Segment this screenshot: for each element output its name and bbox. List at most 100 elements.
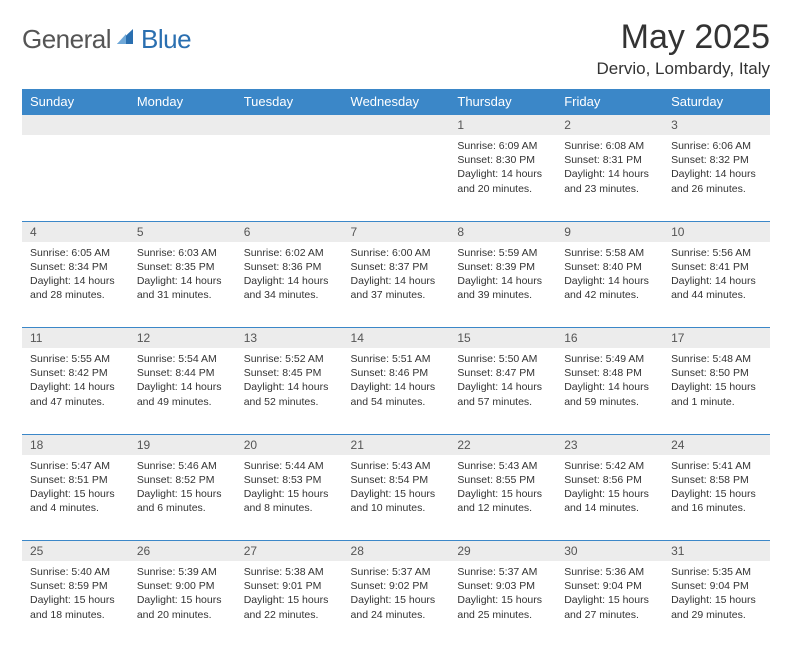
sunset-text: Sunset: 8:51 PM <box>30 473 121 487</box>
daylight-text-1: Daylight: 14 hours <box>457 167 548 181</box>
sunset-text: Sunset: 9:00 PM <box>137 579 228 593</box>
brand-logo: General Blue <box>22 18 191 55</box>
daylight-text-2: and 28 minutes. <box>30 288 121 302</box>
daylight-text-1: Daylight: 14 hours <box>30 274 121 288</box>
day-cell: Sunrise: 5:47 AMSunset: 8:51 PMDaylight:… <box>22 455 129 541</box>
sunset-text: Sunset: 9:04 PM <box>564 579 655 593</box>
day-details: Sunrise: 6:08 AMSunset: 8:31 PMDaylight:… <box>556 135 663 202</box>
sunrise-text: Sunrise: 5:44 AM <box>244 459 335 473</box>
daylight-text-2: and 8 minutes. <box>244 501 335 515</box>
sunrise-text: Sunrise: 6:08 AM <box>564 139 655 153</box>
daylight-text-2: and 54 minutes. <box>351 395 442 409</box>
sunset-text: Sunset: 8:36 PM <box>244 260 335 274</box>
day-number-cell: 7 <box>343 221 450 242</box>
day-details: Sunrise: 6:03 AMSunset: 8:35 PMDaylight:… <box>129 242 236 309</box>
daylight-text-2: and 57 minutes. <box>457 395 548 409</box>
sunset-text: Sunset: 9:01 PM <box>244 579 335 593</box>
day-number-cell: 25 <box>22 541 129 562</box>
daylight-text-1: Daylight: 14 hours <box>351 380 442 394</box>
day-details: Sunrise: 5:56 AMSunset: 8:41 PMDaylight:… <box>663 242 770 309</box>
daylight-text-2: and 52 minutes. <box>244 395 335 409</box>
day-details: Sunrise: 5:50 AMSunset: 8:47 PMDaylight:… <box>449 348 556 415</box>
day-cell <box>22 135 129 221</box>
sunrise-text: Sunrise: 5:36 AM <box>564 565 655 579</box>
day-header: Tuesday <box>236 89 343 115</box>
sail-icon <box>115 26 137 53</box>
sunrise-text: Sunrise: 5:46 AM <box>137 459 228 473</box>
day-number-cell: 17 <box>663 328 770 349</box>
sunset-text: Sunset: 9:04 PM <box>671 579 762 593</box>
daylight-text-2: and 20 minutes. <box>457 182 548 196</box>
day-cell: Sunrise: 5:37 AMSunset: 9:03 PMDaylight:… <box>449 561 556 647</box>
day-details: Sunrise: 5:40 AMSunset: 8:59 PMDaylight:… <box>22 561 129 628</box>
day-cell: Sunrise: 5:54 AMSunset: 8:44 PMDaylight:… <box>129 348 236 434</box>
daylight-text-1: Daylight: 14 hours <box>564 274 655 288</box>
daynum-row: 123 <box>22 115 770 136</box>
day-cell: Sunrise: 5:58 AMSunset: 8:40 PMDaylight:… <box>556 242 663 328</box>
day-cell: Sunrise: 5:40 AMSunset: 8:59 PMDaylight:… <box>22 561 129 647</box>
day-cell <box>236 135 343 221</box>
sunrise-text: Sunrise: 5:56 AM <box>671 246 762 260</box>
day-cell: Sunrise: 6:00 AMSunset: 8:37 PMDaylight:… <box>343 242 450 328</box>
day-cell: Sunrise: 5:51 AMSunset: 8:46 PMDaylight:… <box>343 348 450 434</box>
day-details: Sunrise: 5:58 AMSunset: 8:40 PMDaylight:… <box>556 242 663 309</box>
daylight-text-2: and 59 minutes. <box>564 395 655 409</box>
sunset-text: Sunset: 8:44 PM <box>137 366 228 380</box>
sunrise-text: Sunrise: 5:38 AM <box>244 565 335 579</box>
sunset-text: Sunset: 8:42 PM <box>30 366 121 380</box>
day-details: Sunrise: 5:39 AMSunset: 9:00 PMDaylight:… <box>129 561 236 628</box>
daylight-text-2: and 25 minutes. <box>457 608 548 622</box>
daylight-text-1: Daylight: 15 hours <box>351 487 442 501</box>
day-cell: Sunrise: 6:05 AMSunset: 8:34 PMDaylight:… <box>22 242 129 328</box>
day-cell: Sunrise: 5:37 AMSunset: 9:02 PMDaylight:… <box>343 561 450 647</box>
day-number-cell: 3 <box>663 115 770 136</box>
day-cell <box>343 135 450 221</box>
daylight-text-1: Daylight: 14 hours <box>30 380 121 394</box>
day-details: Sunrise: 5:48 AMSunset: 8:50 PMDaylight:… <box>663 348 770 415</box>
day-details: Sunrise: 5:36 AMSunset: 9:04 PMDaylight:… <box>556 561 663 628</box>
day-details: Sunrise: 6:05 AMSunset: 8:34 PMDaylight:… <box>22 242 129 309</box>
day-cell: Sunrise: 6:08 AMSunset: 8:31 PMDaylight:… <box>556 135 663 221</box>
day-header: Thursday <box>449 89 556 115</box>
daylight-text-2: and 37 minutes. <box>351 288 442 302</box>
day-number-cell: 30 <box>556 541 663 562</box>
day-number-cell: 5 <box>129 221 236 242</box>
day-details: Sunrise: 6:06 AMSunset: 8:32 PMDaylight:… <box>663 135 770 202</box>
sunset-text: Sunset: 8:32 PM <box>671 153 762 167</box>
sunset-text: Sunset: 8:58 PM <box>671 473 762 487</box>
sunset-text: Sunset: 8:34 PM <box>30 260 121 274</box>
day-cell: Sunrise: 5:49 AMSunset: 8:48 PMDaylight:… <box>556 348 663 434</box>
day-details: Sunrise: 5:44 AMSunset: 8:53 PMDaylight:… <box>236 455 343 522</box>
day-cell: Sunrise: 5:46 AMSunset: 8:52 PMDaylight:… <box>129 455 236 541</box>
sunrise-text: Sunrise: 5:40 AM <box>30 565 121 579</box>
sunrise-text: Sunrise: 5:48 AM <box>671 352 762 366</box>
sunrise-text: Sunrise: 6:03 AM <box>137 246 228 260</box>
sunset-text: Sunset: 8:31 PM <box>564 153 655 167</box>
month-title: May 2025 <box>596 18 770 57</box>
daylight-text-1: Daylight: 14 hours <box>671 274 762 288</box>
daynum-row: 11121314151617 <box>22 328 770 349</box>
sunrise-text: Sunrise: 5:43 AM <box>351 459 442 473</box>
day-details: Sunrise: 5:37 AMSunset: 9:03 PMDaylight:… <box>449 561 556 628</box>
sunrise-text: Sunrise: 6:09 AM <box>457 139 548 153</box>
week-row: Sunrise: 5:55 AMSunset: 8:42 PMDaylight:… <box>22 348 770 434</box>
daylight-text-1: Daylight: 15 hours <box>564 593 655 607</box>
day-number-cell: 14 <box>343 328 450 349</box>
day-details: Sunrise: 5:41 AMSunset: 8:58 PMDaylight:… <box>663 455 770 522</box>
day-header-row: Sunday Monday Tuesday Wednesday Thursday… <box>22 89 770 115</box>
day-header: Sunday <box>22 89 129 115</box>
sunset-text: Sunset: 8:47 PM <box>457 366 548 380</box>
daylight-text-2: and 10 minutes. <box>351 501 442 515</box>
day-number-cell: 15 <box>449 328 556 349</box>
day-number-cell: 11 <box>22 328 129 349</box>
sunrise-text: Sunrise: 5:37 AM <box>351 565 442 579</box>
daylight-text-2: and 16 minutes. <box>671 501 762 515</box>
sunrise-text: Sunrise: 5:49 AM <box>564 352 655 366</box>
day-cell: Sunrise: 5:55 AMSunset: 8:42 PMDaylight:… <box>22 348 129 434</box>
day-number-cell: 13 <box>236 328 343 349</box>
sunrise-text: Sunrise: 6:02 AM <box>244 246 335 260</box>
sunrise-text: Sunrise: 6:00 AM <box>351 246 442 260</box>
daylight-text-1: Daylight: 15 hours <box>30 487 121 501</box>
daylight-text-1: Daylight: 15 hours <box>30 593 121 607</box>
daylight-text-1: Daylight: 15 hours <box>351 593 442 607</box>
